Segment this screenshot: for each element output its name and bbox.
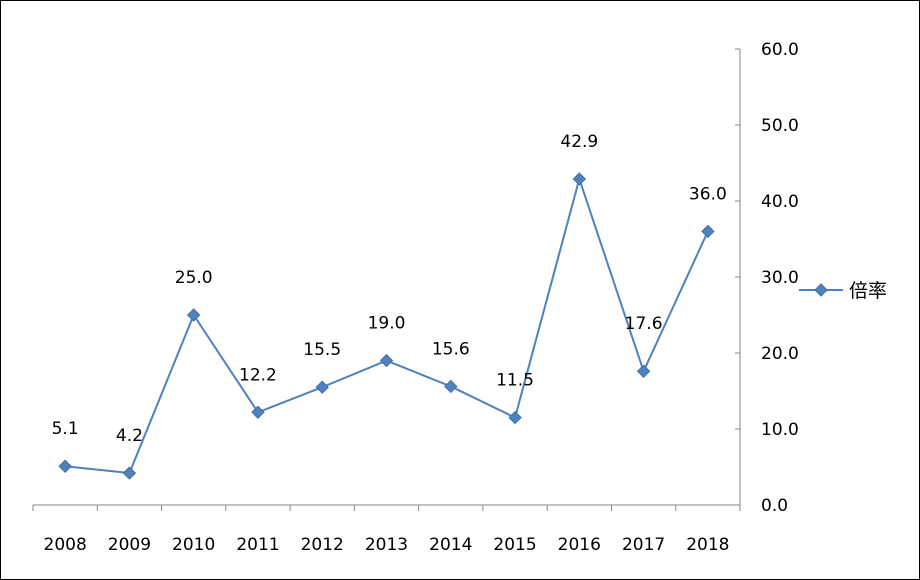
x-tick-label: 2008 (44, 535, 87, 555)
y-tick-label: 10.0 (761, 420, 799, 440)
y-tick-label: 50.0 (761, 116, 799, 136)
x-tick-label: 2017 (622, 535, 665, 555)
x-tick-label: 2011 (236, 535, 279, 555)
x-tick-label: 2018 (686, 535, 729, 555)
legend-marker (814, 283, 828, 297)
x-tick-label: 2010 (172, 535, 215, 555)
data-label: 17.6 (625, 314, 663, 334)
y-tick-label: 30.0 (761, 268, 799, 288)
data-label: 15.5 (303, 340, 341, 360)
x-tick-label: 2015 (493, 535, 536, 555)
data-label: 5.1 (52, 419, 79, 439)
data-point-marker (122, 466, 137, 480)
x-tick-label: 2009 (108, 535, 151, 555)
data-point-marker (444, 379, 458, 394)
data-label: 19.0 (368, 314, 406, 334)
x-tick-label: 2016 (558, 535, 601, 555)
data-label: 11.5 (496, 371, 534, 391)
data-point-marker (508, 410, 522, 425)
data-point-marker (701, 224, 715, 239)
data-point-marker (636, 364, 651, 378)
x-tick-label: 2012 (301, 535, 344, 555)
data-label: 42.9 (560, 132, 598, 152)
y-tick-label: 60.0 (761, 40, 799, 60)
data-point-marker (379, 353, 394, 368)
y-tick-label: 20.0 (761, 344, 799, 364)
data-label: 36.0 (689, 184, 727, 204)
y-tick-label: 40.0 (761, 192, 799, 212)
data-label: 12.2 (239, 365, 277, 385)
x-tick-label: 2014 (429, 535, 472, 555)
data-point-marker (572, 172, 587, 186)
x-tick-label: 2013 (365, 535, 408, 555)
legend-label: 倍率 (849, 280, 887, 302)
data-point-marker (251, 405, 265, 419)
data-point-marker (186, 308, 201, 322)
data-label: 25.0 (175, 268, 213, 288)
data-label: 15.6 (432, 339, 470, 359)
y-tick-label: 0.0 (761, 496, 788, 516)
data-label: 4.2 (116, 426, 143, 446)
data-point-marker (58, 459, 72, 473)
data-point-marker (315, 380, 329, 394)
